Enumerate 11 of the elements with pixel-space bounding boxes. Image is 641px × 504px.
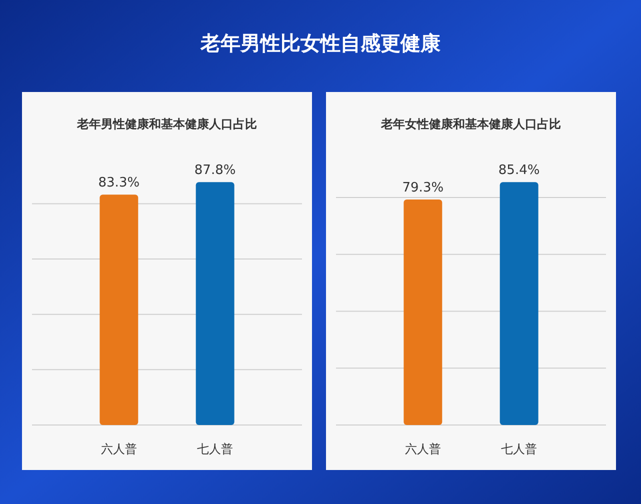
x-tick-label: 六人普 [404, 442, 441, 456]
x-tick-label: 六人普 [100, 442, 137, 456]
chart-title: 老年男性比女性自感更健康 [200, 31, 442, 55]
data-label: 85.4% [498, 163, 540, 178]
chart-subtitle: 老年女性健康和基本健康人口占比 [380, 117, 561, 131]
data-label: 79.3% [402, 180, 444, 196]
data-label: 87.8% [194, 163, 236, 178]
data-label: 83.3% [98, 176, 140, 191]
chart-subtitle: 老年男性健康和基本健康人口占比 [76, 117, 257, 131]
x-tick-label: 七人普 [501, 442, 538, 456]
x-tick-label: 七人普 [197, 442, 234, 456]
